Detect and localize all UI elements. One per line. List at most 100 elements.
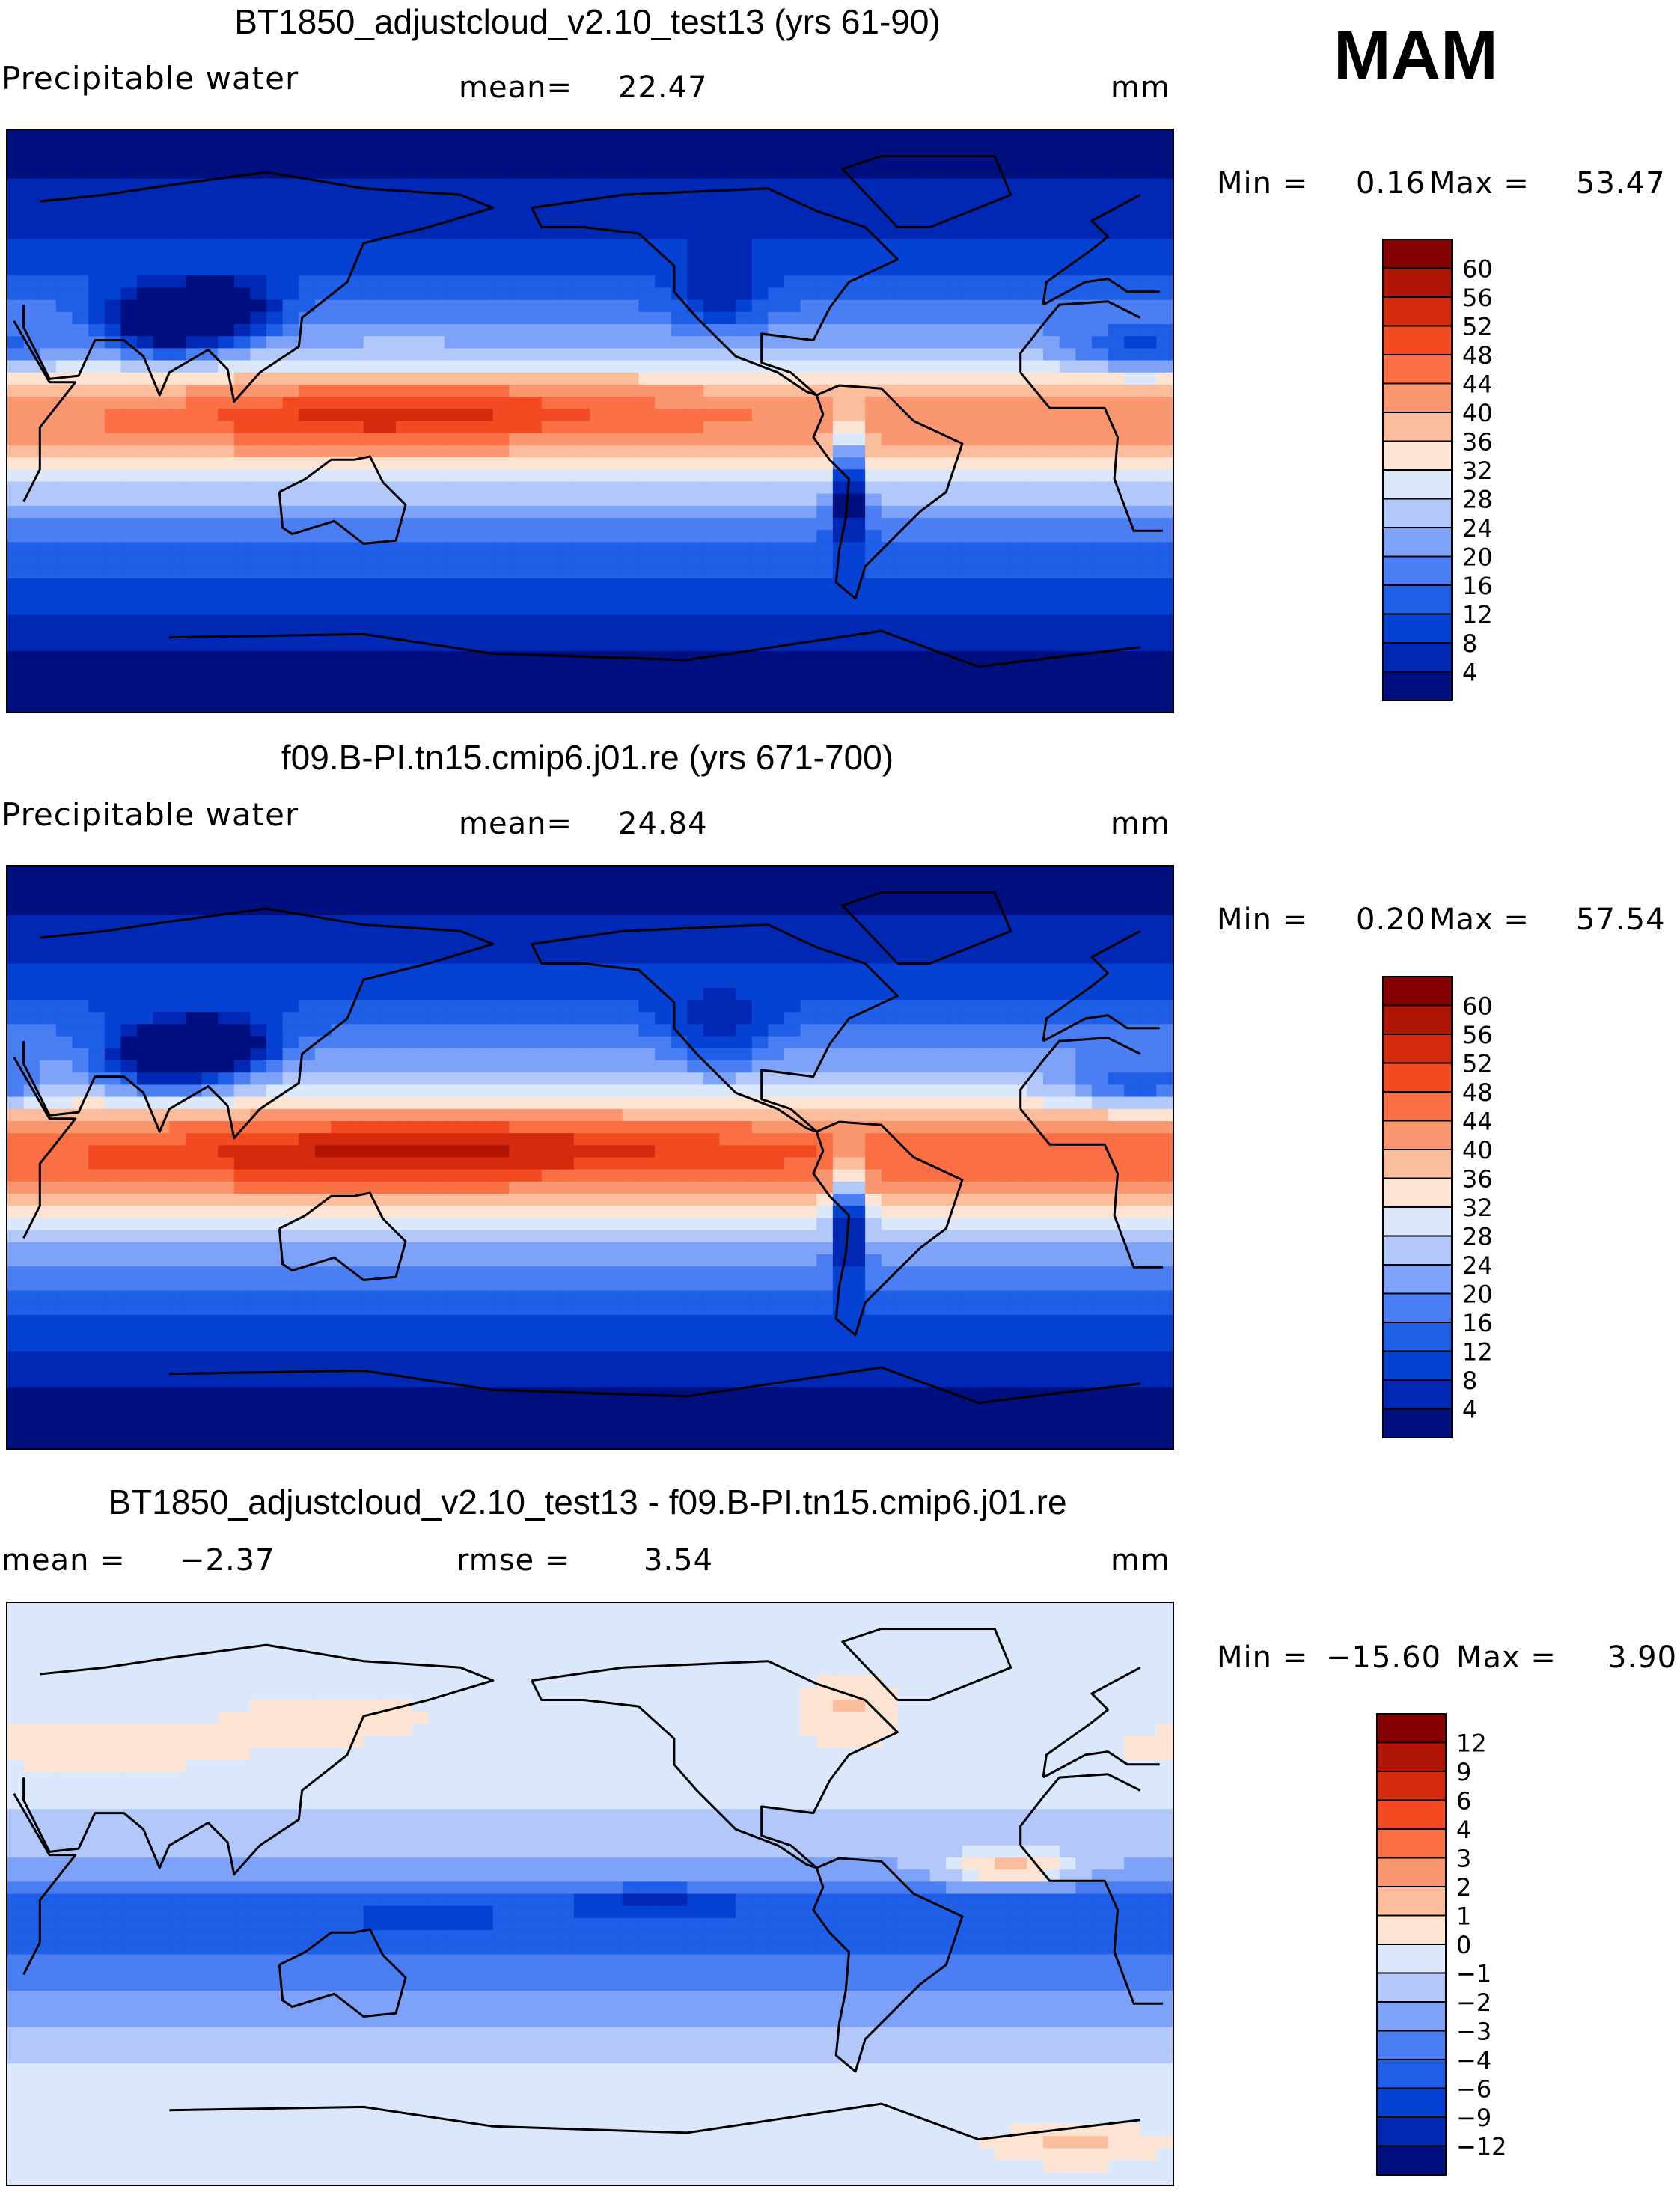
map-cell (299, 1060, 316, 1073)
map-cell (800, 263, 817, 276)
map-cell (897, 1000, 914, 1013)
map-cell (444, 1000, 462, 1013)
map-cell (120, 975, 138, 989)
map-cell (153, 1048, 170, 1061)
map-cell (832, 372, 850, 385)
map-cell (347, 166, 364, 180)
map-cell (832, 614, 850, 628)
map-cell (266, 239, 284, 252)
map-cell (687, 372, 704, 385)
map-cell (1091, 336, 1109, 349)
map-cell (590, 384, 607, 397)
map-cell (638, 493, 656, 507)
map-cell (492, 602, 510, 616)
map-cell (703, 1048, 721, 1061)
map-cell (784, 360, 801, 373)
map-cell (962, 867, 980, 879)
map-cell (120, 614, 138, 628)
map-cell (201, 1024, 219, 1037)
map-cell (23, 590, 40, 603)
map-cell (573, 142, 591, 155)
map-cell (832, 687, 850, 700)
map-cell (137, 1012, 154, 1025)
map-cell (800, 142, 817, 155)
map-cell (1124, 1000, 1141, 1013)
map-cell (363, 926, 380, 940)
map-cell (1124, 409, 1141, 422)
map-cell (201, 142, 219, 155)
map-cell (492, 457, 510, 470)
map-cell (299, 227, 316, 240)
map-cell (233, 190, 251, 204)
map-cell (250, 926, 267, 940)
map-cell (299, 505, 316, 519)
map-cell (638, 1060, 656, 1073)
map-cell (638, 975, 656, 989)
map-cell (638, 481, 656, 495)
map-cell (428, 651, 445, 664)
map-cell (266, 578, 284, 591)
map-cell (736, 1096, 753, 1110)
map-cell (120, 1012, 138, 1025)
map-cell (736, 239, 753, 252)
map-cell (347, 590, 364, 603)
map-cell (233, 614, 251, 628)
map-cell (233, 867, 251, 879)
map-cell (525, 287, 543, 301)
map-cell (736, 130, 753, 143)
map-cell (266, 951, 284, 965)
map-cell (736, 638, 753, 652)
map-cell (88, 926, 106, 940)
map-cell (638, 626, 656, 640)
map-cell (72, 1060, 89, 1073)
map-cell (525, 626, 543, 640)
map-cell (72, 311, 89, 325)
map-cell (299, 915, 316, 928)
map-cell (1091, 178, 1109, 192)
map-cell (849, 239, 866, 252)
map-cell (104, 879, 121, 891)
map-cell (153, 190, 170, 204)
map-cell (1043, 602, 1060, 616)
colorbar-box (1382, 527, 1453, 558)
map-cell (622, 975, 639, 989)
map-cell (703, 311, 721, 325)
map-cell (1156, 251, 1173, 264)
map-cell (460, 384, 477, 397)
map-cell (687, 915, 704, 928)
map-cell (250, 409, 267, 422)
map-cell (460, 891, 477, 904)
map-cell (687, 578, 704, 591)
map-cell (995, 215, 1012, 228)
map-cell (314, 987, 332, 1001)
map-cell (137, 324, 154, 337)
map-cell (897, 1060, 914, 1073)
map-cell (444, 903, 462, 916)
map-cell (331, 1036, 348, 1049)
map-cell (218, 445, 235, 458)
map-cell (995, 867, 1012, 879)
map-cell (412, 130, 429, 143)
map-cell (671, 951, 688, 965)
map-cell (1059, 1048, 1076, 1061)
map-cell (23, 879, 40, 891)
map-cell (492, 203, 510, 216)
map-cell (573, 445, 591, 458)
map-cell (1140, 142, 1157, 155)
map-cell (849, 409, 866, 422)
map-cell (914, 130, 931, 143)
map-cell (282, 675, 299, 689)
map-cell (396, 566, 413, 579)
map-cell (946, 227, 963, 240)
map-cell (606, 1012, 623, 1025)
map-cell (638, 663, 656, 677)
map-cell (687, 142, 704, 155)
map-cell (72, 505, 89, 519)
map-cell (250, 590, 267, 603)
map-cell (558, 926, 575, 940)
map-cell (573, 130, 591, 143)
map-cell (299, 481, 316, 495)
map-cell (995, 542, 1012, 555)
map-cell (412, 1072, 429, 1085)
map-cell (201, 397, 219, 409)
